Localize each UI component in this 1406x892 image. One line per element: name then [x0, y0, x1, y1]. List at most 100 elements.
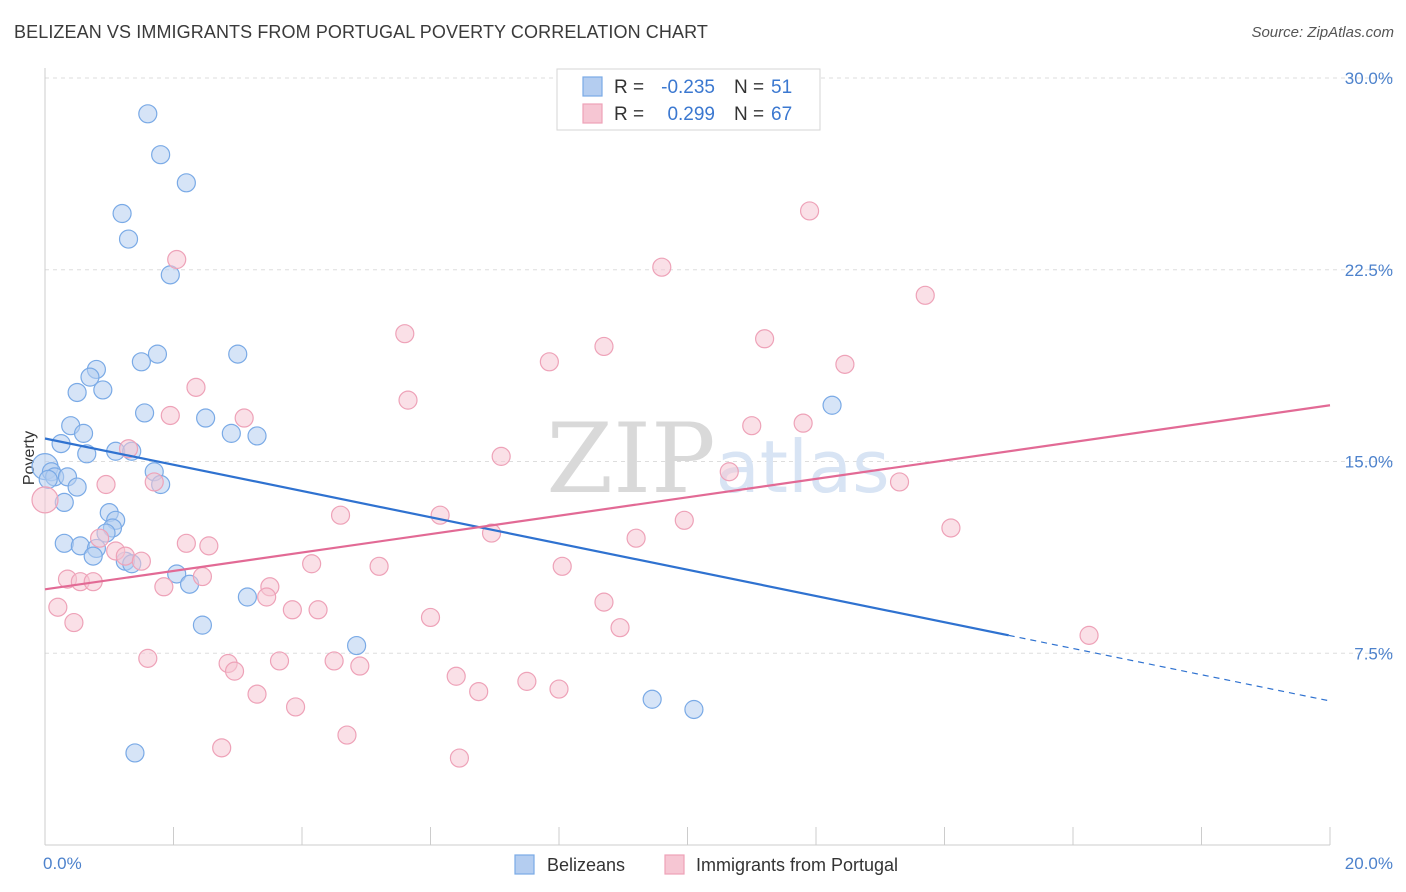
- portugal-point: [915, 285, 935, 305]
- axes: 7.5%15.0%22.5%30.0%0.0% 20.0%Poverty: [21, 68, 1393, 873]
- belizeans-point: [54, 533, 74, 553]
- portugal-point: [131, 551, 151, 571]
- portugal-point: [308, 600, 328, 620]
- portugal-point: [160, 405, 180, 426]
- portugal-point: [652, 257, 672, 277]
- portugal-point: [167, 249, 187, 270]
- data-points: [31, 104, 1099, 768]
- belizeans-point: [228, 344, 248, 364]
- stats-n-label: N =: [734, 104, 764, 125]
- y-tick-label: 22.5%: [1345, 261, 1393, 280]
- portugal-point: [449, 748, 470, 768]
- portugal-point: [398, 390, 418, 410]
- belizeans-point: [131, 352, 151, 372]
- chart-title: BELIZEAN VS IMMIGRANTS FROM PORTUGAL POV…: [14, 22, 708, 42]
- belizeans-point: [684, 699, 704, 720]
- portugal-point: [549, 679, 569, 699]
- portugal-point: [247, 684, 267, 704]
- legend: Belizeans Immigrants from Portugal: [514, 854, 898, 875]
- portugal-point: [835, 354, 855, 374]
- y-tick-label: 30.0%: [1345, 69, 1393, 88]
- portugal-point: [610, 618, 630, 638]
- belizeans-point: [151, 145, 171, 165]
- belizeans-point: [221, 423, 241, 443]
- portugal-point: [115, 546, 135, 566]
- portugal-point: [674, 510, 694, 530]
- belizeans-point: [237, 587, 257, 607]
- portugal-trend-line: [44, 404, 1331, 591]
- portugal-point: [369, 556, 389, 576]
- stats-n-value: 67: [771, 104, 792, 125]
- portugal-point: [594, 336, 614, 357]
- belizeans-point: [138, 104, 158, 124]
- watermark-text: ZIPatlas: [546, 403, 889, 515]
- portugal-point: [48, 597, 68, 617]
- portugal-point: [754, 329, 775, 349]
- stats-swatch: [582, 103, 603, 124]
- belizeans-point: [67, 382, 87, 403]
- stats-r-label: R =: [614, 77, 644, 98]
- belizeans-trend-line: [44, 437, 1009, 637]
- belizeans-point: [176, 173, 196, 193]
- belizeans-point: [192, 615, 213, 635]
- portugal-point: [626, 528, 646, 548]
- belizeans-point: [83, 546, 103, 566]
- portugal-point: [186, 377, 206, 397]
- stats-swatch: [582, 76, 603, 97]
- portugal-point: [350, 656, 370, 676]
- y-tick-label: 7.5%: [1354, 644, 1393, 663]
- portugal-point: [282, 600, 302, 620]
- portugal-point: [324, 651, 344, 671]
- portugal-point: [941, 518, 961, 538]
- belizeans-point: [93, 380, 113, 400]
- portugal-point: [552, 556, 572, 576]
- portugal-point: [176, 533, 196, 553]
- belizeans-point: [822, 395, 842, 415]
- portugal-point: [285, 697, 306, 717]
- belizeans-point: [134, 403, 155, 423]
- stats-r-label: R =: [614, 104, 644, 125]
- trend-lines: [44, 404, 1331, 702]
- belizeans-point: [73, 423, 94, 443]
- stats-box: R = -0.235 N = 51 R = 0.299 N = 67: [556, 68, 821, 131]
- legend-swatch: [664, 854, 685, 875]
- portugal-point: [330, 505, 351, 525]
- x-tick-label: 0.0%: [43, 854, 82, 873]
- stats-r-value: 0.299: [667, 104, 715, 125]
- belizeans-trend-extension: [1008, 634, 1331, 702]
- portugal-point: [719, 462, 739, 482]
- watermark: ZIPatlas: [546, 403, 889, 515]
- stats-n-value: 51: [771, 77, 792, 98]
- portugal-point: [234, 408, 254, 428]
- belizeans-point: [147, 344, 168, 364]
- portugal-point: [889, 472, 910, 492]
- portugal-point: [469, 681, 489, 702]
- belizeans-point: [118, 229, 139, 249]
- y-tick-label: 15.0%: [1345, 453, 1393, 472]
- belizeans-point: [247, 426, 267, 446]
- belizeans-point: [67, 477, 87, 497]
- belizeans-point: [38, 469, 58, 489]
- stats-n-label: N =: [734, 77, 764, 98]
- belizeans-point: [196, 408, 216, 428]
- portugal-point: [539, 352, 559, 372]
- portugal-point: [224, 661, 245, 681]
- belizeans-point: [80, 367, 100, 387]
- legend-swatch: [514, 854, 535, 875]
- portugal-point: [302, 554, 322, 574]
- portugal-point: [594, 592, 614, 612]
- portugal-point: [420, 607, 441, 628]
- portugal-point: [138, 648, 158, 668]
- portugal-point: [144, 472, 164, 492]
- belizeans-point: [125, 743, 145, 763]
- chart-source: Source: ZipAtlas.com: [1251, 24, 1394, 41]
- portugal-point: [118, 439, 139, 459]
- portugal-point: [395, 324, 415, 344]
- belizeans-point: [642, 689, 662, 709]
- portugal-point: [96, 474, 116, 495]
- portugal-point: [154, 577, 174, 597]
- portugal-point: [212, 738, 232, 758]
- grid-lines: [45, 77, 1395, 654]
- portugal-point: [90, 528, 110, 548]
